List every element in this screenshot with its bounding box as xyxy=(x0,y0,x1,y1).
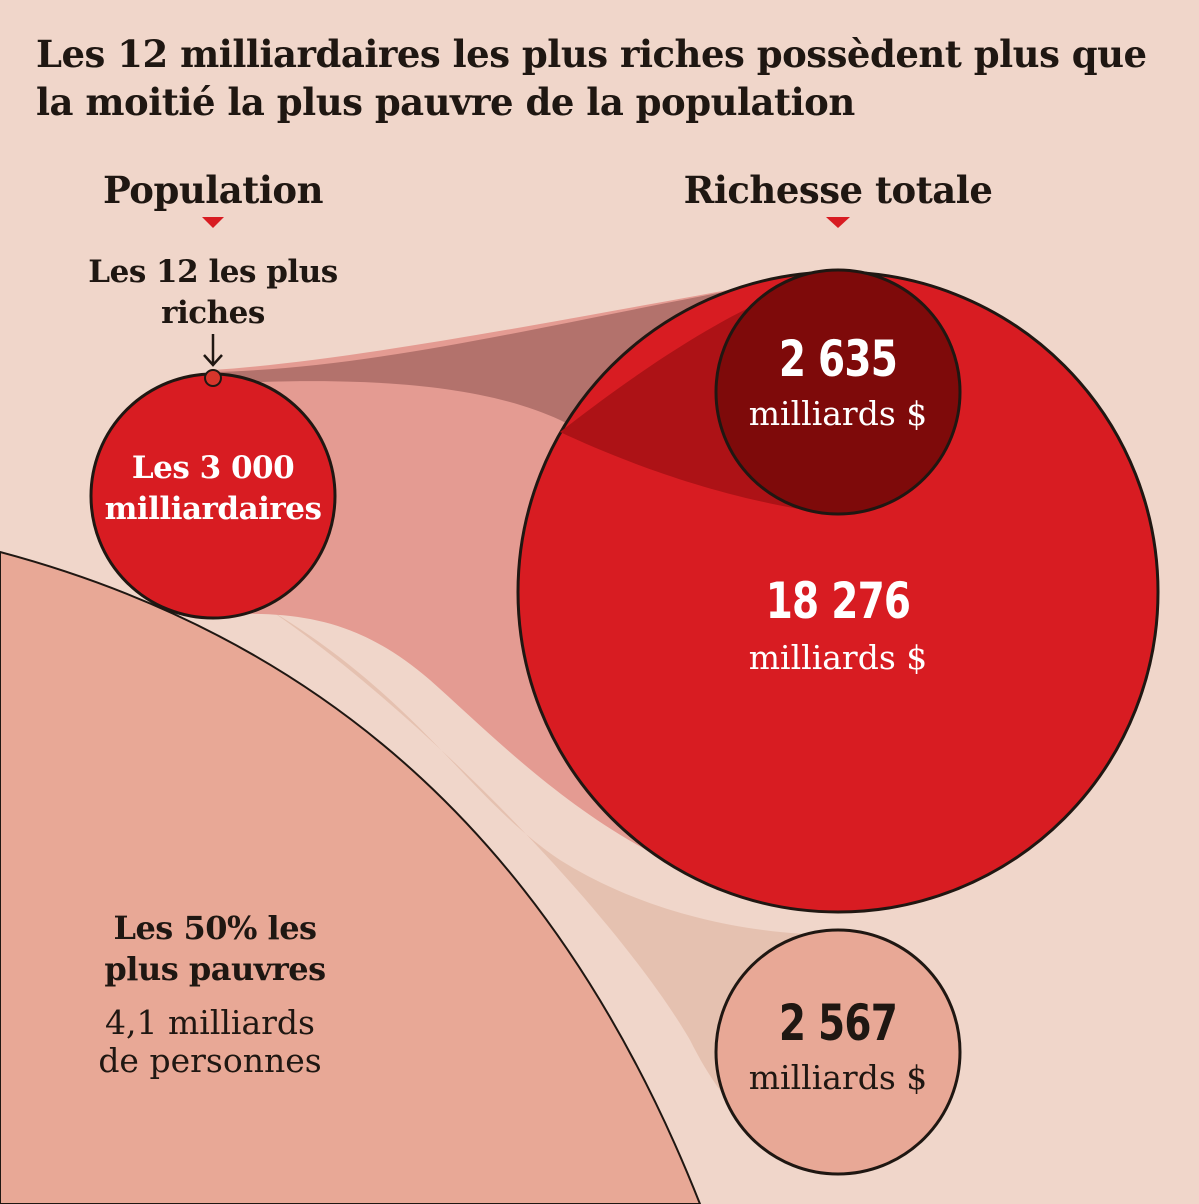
population-column-header: Population xyxy=(102,168,324,212)
poorest-half-label: Les 50% les plus pauvres xyxy=(104,909,326,988)
billionaires-wealth-unit: milliards $ xyxy=(748,638,928,677)
top12-population-marker xyxy=(204,369,222,387)
billionaires-wealth-value: 18 276 xyxy=(765,572,911,630)
poorest-half-wealth-unit: milliards $ xyxy=(748,1058,928,1097)
top12-wealth-value: 2 635 xyxy=(778,330,898,388)
top12-wealth-unit: milliards $ xyxy=(748,394,928,433)
top12-arrow-head xyxy=(203,354,223,367)
top12-wealth-circle xyxy=(714,268,962,516)
population-header-triangle xyxy=(202,217,224,228)
poorest-half-flow xyxy=(270,610,840,1170)
wealth-header-triangle xyxy=(826,217,850,228)
poorest-half-population-area xyxy=(0,550,702,1204)
billionaires-label: Les 3 000 milliardaires xyxy=(104,450,322,527)
wealth-column-header: Richesse totale xyxy=(683,168,993,212)
poorest-half-population-note: 4,1 milliards de personnes xyxy=(98,1003,322,1080)
page-title: Les 12 milliardaires les plus riches pos… xyxy=(36,32,1147,124)
poorest-half-wealth-value: 2 567 xyxy=(778,994,898,1052)
top12-label: Les 12 les plus riches xyxy=(88,254,338,331)
poorest-half-wealth-circle xyxy=(714,928,962,1176)
